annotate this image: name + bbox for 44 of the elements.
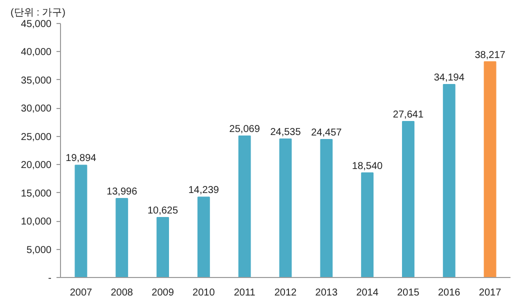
bar — [361, 172, 374, 278]
data-label: 10,625 — [147, 206, 179, 217]
bar — [320, 138, 333, 278]
y-tick-label: 20,000 — [20, 160, 52, 172]
bar — [197, 196, 210, 278]
x-tick-label: 2012 — [274, 288, 298, 298]
x-tick-label: 2007 — [70, 288, 93, 298]
data-label: 38,217 — [474, 50, 506, 61]
bar — [116, 198, 128, 278]
y-tick-label: 40,000 — [20, 47, 52, 58]
bar — [156, 217, 169, 278]
x-tick-label: 2015 — [397, 288, 420, 298]
y-tick-label: 45,000 — [20, 19, 52, 30]
data-label: 27,641 — [392, 109, 424, 120]
data-label: 19,894 — [66, 153, 97, 164]
data-label: 13,996 — [106, 186, 138, 198]
data-label: 14,239 — [188, 185, 220, 196]
x-tick-label: 2011 — [234, 288, 256, 298]
y-tick-label: 10,000 — [20, 216, 52, 228]
bar — [402, 120, 414, 278]
y-tick-label: 25,000 — [20, 132, 52, 143]
data-label: 24,535 — [270, 127, 302, 138]
data-label: 34,194 — [434, 72, 465, 84]
x-tick-label: 2013 — [315, 288, 338, 298]
bar — [238, 136, 251, 278]
x-tick-label: 2017 — [478, 288, 502, 298]
x-tick-label: 2014 — [356, 288, 379, 298]
data-label: 24,457 — [311, 127, 342, 138]
x-tick-label: 2010 — [192, 288, 216, 298]
x-tick-label: 2009 — [152, 288, 174, 298]
y-tick-label: 5,000 — [26, 244, 52, 256]
y-tick-label: - — [48, 273, 52, 284]
y-tick-label: 35,000 — [20, 75, 52, 86]
data-label: 18,540 — [352, 160, 384, 172]
bar — [279, 138, 292, 278]
y-tick-label: 15,000 — [20, 188, 52, 200]
x-tick-label: 2016 — [438, 288, 461, 298]
data-label: 25,069 — [229, 124, 260, 135]
bar — [74, 164, 88, 278]
text: (단위 : 가구) — [10, 8, 66, 18]
x-tick-label: 2008 — [110, 288, 134, 298]
bar — [442, 84, 456, 278]
bar — [484, 61, 496, 278]
y-tick-label: 30,000 — [20, 104, 52, 115]
